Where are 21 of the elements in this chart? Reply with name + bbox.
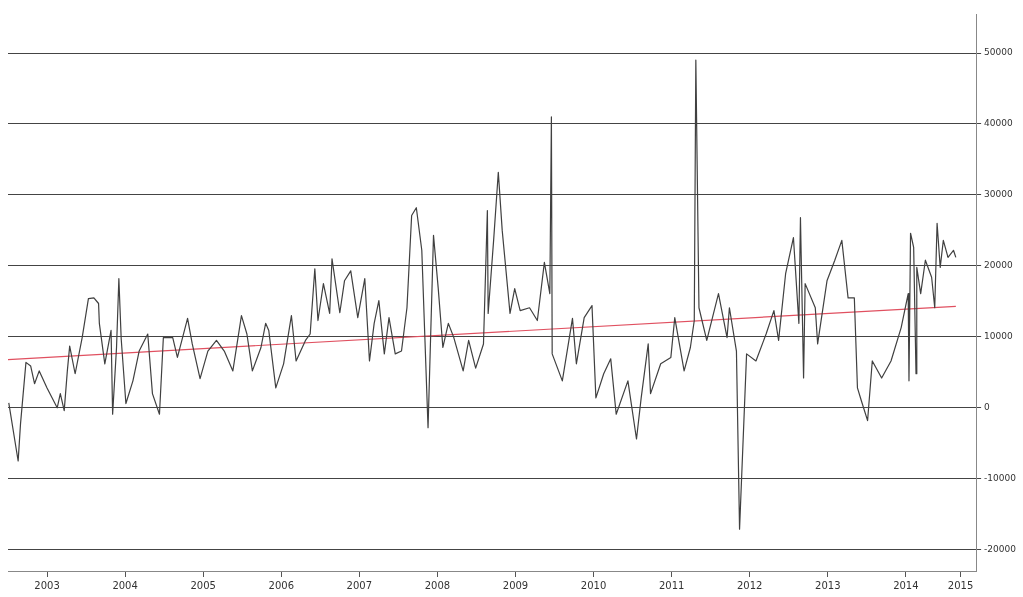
y-tick-label: 10000	[984, 331, 1014, 342]
x-tick-label: 2007	[346, 579, 373, 591]
x-tick-label: 2005	[190, 579, 216, 591]
x-tick-label: 2012	[736, 579, 763, 591]
y-tick-label: -10000	[984, 473, 1017, 484]
x-tick-label: 2011	[658, 579, 685, 591]
y-tick-label: 20000	[984, 260, 1014, 271]
y-tick-label: 50000	[984, 47, 1014, 58]
x-tick-label: 2008	[424, 579, 451, 591]
x-tick-label: 2009	[502, 579, 529, 591]
x-tick-label: 2006	[268, 579, 294, 591]
x-tick-label: 2013	[815, 579, 841, 591]
x-tick-label: 2003	[34, 579, 60, 591]
x-tick-label: 2010	[580, 579, 607, 591]
y-tick-label: 0	[984, 402, 991, 413]
x-tick-label: 2014	[893, 579, 919, 591]
y-tick-label: 30000	[984, 189, 1014, 200]
x-tick-label: 2004	[112, 579, 138, 591]
x-tick-label: 2015	[947, 579, 974, 591]
y-tick-label: -20000	[984, 544, 1017, 555]
y-tick-label: 40000	[984, 118, 1014, 129]
